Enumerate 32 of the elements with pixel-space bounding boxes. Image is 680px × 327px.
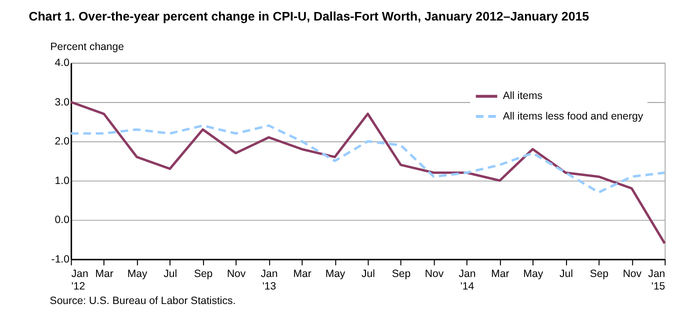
chart-title: Chart 1. Over-the-year percent change in CPI-U, Dallas-Fort Worth, January 2012–January 2015 <box>28 10 590 24</box>
y-tick-label: 0.0 <box>54 214 70 226</box>
x-tick-label: Nov <box>622 268 642 280</box>
y-tick-label: 2.0 <box>54 136 70 148</box>
x-tick-label: Jan '12 <box>71 268 88 292</box>
x-tick-label: Sep <box>392 268 411 280</box>
y-tick-label: 1.0 <box>54 174 70 187</box>
x-tick-label: Jul <box>559 268 573 280</box>
x-tick-label: May <box>127 268 148 280</box>
line-series <box>70 124 666 194</box>
line-series <box>70 100 666 245</box>
legend-label: All items <box>502 90 543 102</box>
x-tick-label: Jan '15 <box>648 268 666 292</box>
y-axis-title: Percent change <box>50 40 124 53</box>
x-tick-label: May <box>325 268 346 280</box>
legend-label: All items less food and energy <box>502 110 644 122</box>
x-tick-label: Mar <box>95 268 114 280</box>
x-tick-label: Nov <box>226 268 246 280</box>
y-tick-label: 3.0 <box>54 96 70 108</box>
x-tick-label: Mar <box>293 268 312 280</box>
source-note: Source: U.S. Bureau of Labor Statistics. <box>50 295 236 308</box>
x-tick-label: Nov <box>424 268 444 280</box>
x-tick-label: Sep <box>590 268 609 280</box>
x-tick-label: Jul <box>164 268 178 280</box>
y-tick-label: 4.0 <box>54 57 70 70</box>
x-tick-label: Jan '13 <box>260 268 278 292</box>
x-tick-label: Sep <box>194 268 213 280</box>
x-tick-label: Mar <box>491 268 510 280</box>
x-tick-label: May <box>523 268 544 280</box>
x-tick-label: Jan '14 <box>458 268 476 292</box>
y-tick-label: -1.0 <box>51 253 70 266</box>
x-tick-label: Jul <box>362 268 375 280</box>
